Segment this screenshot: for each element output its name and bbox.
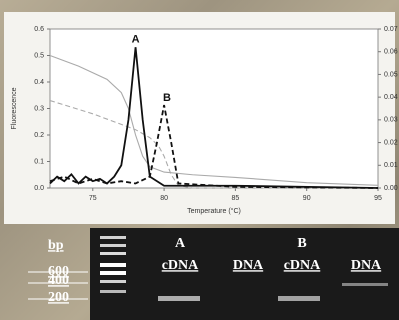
band [158,296,200,301]
y2-tick-label: 0.07 [384,26,398,33]
y2-tick-label: 0.06 [384,49,398,56]
y2-tick-label: 0.02 [384,139,398,146]
size-label: bp [48,238,64,253]
x-tick-label: 85 [231,195,239,202]
y-tick-label: 0.5 [34,52,44,59]
chart: bp600400200ABcDNADNAcDNADNA 0.00.10.20.3… [0,0,399,320]
gel-image [90,228,399,320]
y2-tick-label: 0.04 [384,94,398,101]
annotation: A [132,34,140,46]
x-axis-label: Temperature (°C) [187,207,241,215]
group-label: A [175,236,186,251]
x-tick-label: 95 [374,195,382,202]
group-label: B [297,236,306,251]
y2-tick-label: 0.00 [384,185,398,192]
band [278,296,320,301]
y-tick-label: 0.3 [34,105,44,112]
y2-tick-label: 0.03 [384,117,398,124]
plot-frame [50,29,378,188]
band [342,283,388,286]
y-tick-label: 0.2 [34,132,44,139]
lane-label: cDNA [284,258,321,273]
y2-tick-label: 0.05 [384,71,398,78]
y-tick-label: 0.4 [34,79,44,86]
y-tick-label: 0.0 [34,185,44,192]
x-tick-label: 75 [89,195,97,202]
y-tick-label: 0.6 [34,26,44,33]
marker-label: 400 [48,273,69,288]
x-tick-label: 90 [303,195,311,202]
y2-tick-label: 0.01 [384,162,398,169]
y-tick-label: 0.1 [34,158,44,165]
lane-label: DNA [351,258,382,273]
marker-label: 200 [48,290,69,305]
figure: bp600400200ABcDNADNAcDNADNA 0.00.10.20.3… [0,0,399,320]
x-tick-label: 80 [160,195,168,202]
y-axis-label: Fluorescence [11,87,18,129]
annotation: B [163,92,171,104]
lane-label: DNA [233,258,264,273]
lane-label: cDNA [162,258,199,273]
